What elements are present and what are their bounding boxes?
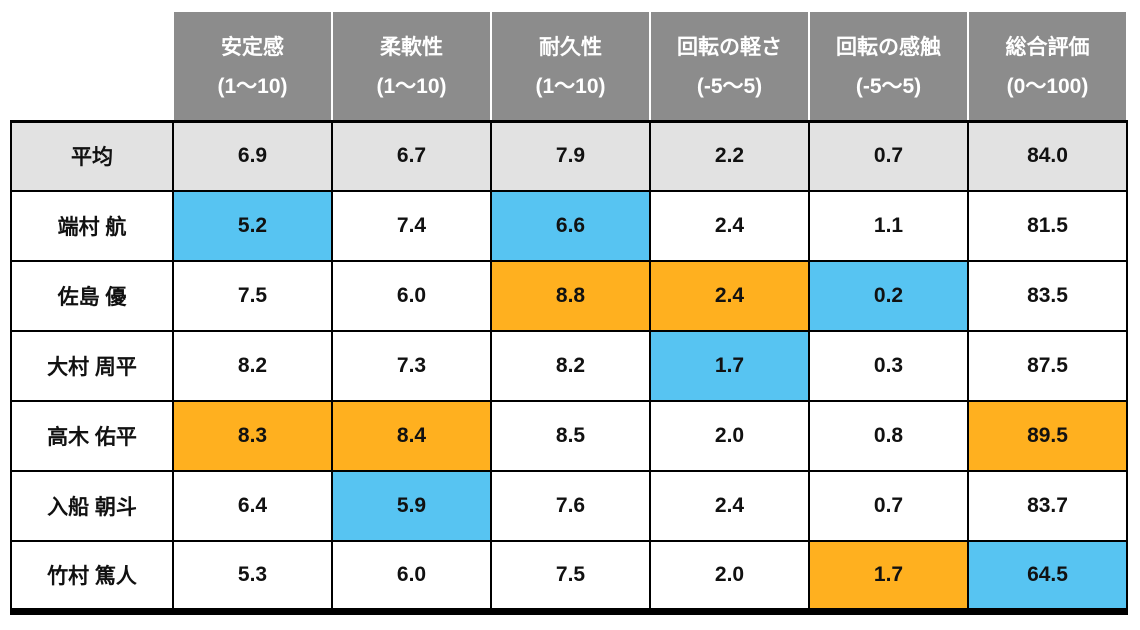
value-cell: 2.2 [649, 119, 810, 192]
value-cell: 2.4 [649, 260, 810, 332]
column-range: (1〜10) [535, 75, 606, 99]
value-cell: 81.5 [967, 190, 1128, 262]
value-cell: 2.4 [649, 190, 810, 262]
column-header-5: 総合評価 (0〜100) [967, 10, 1128, 121]
average-row: 平均 6.9 6.7 7.9 2.2 0.7 84.0 [10, 119, 1128, 192]
player-row-4: 高木 佑平 8.3 8.4 8.5 2.0 0.8 89.5 [10, 400, 1128, 472]
player-row-6: 竹村 篤人 5.3 6.0 7.5 2.0 1.7 64.5 [10, 540, 1128, 615]
table-body: 平均 6.9 6.7 7.9 2.2 0.7 84.0 端村 航 5.2 7.4 6.6 2.4 1.1… [10, 119, 1128, 615]
value-cell: 6.6 [490, 190, 651, 262]
column-range: (1〜10) [376, 75, 447, 99]
value-cell: 2.0 [649, 400, 810, 472]
value-cell: 83.5 [967, 260, 1128, 332]
value-cell: 6.4 [172, 470, 333, 542]
value-cell: 1.7 [649, 330, 810, 402]
row-label: 入船 朝斗 [10, 470, 174, 542]
value-cell: 1.7 [808, 540, 969, 615]
column-range: (-5〜5) [855, 75, 922, 99]
value-cell: 7.5 [490, 540, 651, 615]
value-cell: 0.3 [808, 330, 969, 402]
value-cell: 5.2 [172, 190, 333, 262]
value-cell: 89.5 [967, 400, 1128, 472]
column-range: (0〜100) [1006, 75, 1089, 99]
row-label: 佐島 優 [10, 260, 174, 332]
value-cell: 8.3 [172, 400, 333, 472]
column-title: 安定感 [221, 36, 284, 60]
value-cell: 0.2 [808, 260, 969, 332]
value-cell: 6.9 [172, 119, 333, 192]
column-title: 耐久性 [539, 36, 602, 60]
value-cell: 5.3 [172, 540, 333, 615]
column-title: 柔軟性 [380, 36, 443, 60]
value-cell: 7.5 [172, 260, 333, 332]
column-header-4: 回転の感触 (-5〜5) [808, 10, 969, 121]
row-label: 端村 航 [10, 190, 174, 262]
column-header-2: 耐久性 (1〜10) [490, 10, 651, 121]
row-label: 高木 佑平 [10, 400, 174, 472]
player-row-1: 端村 航 5.2 7.4 6.6 2.4 1.1 81.5 [10, 190, 1128, 262]
value-cell: 6.0 [331, 540, 492, 615]
column-title: 回転の軽さ [677, 36, 782, 60]
player-row-3: 大村 周平 8.2 7.3 8.2 1.7 0.3 87.5 [10, 330, 1128, 402]
column-title: 回転の感触 [836, 36, 941, 60]
value-cell: 2.4 [649, 470, 810, 542]
evaluation-table: 安定感 (1〜10) 柔軟性 (1〜10) 耐久性 (1〜10) 回転の軽さ (-5〜5) 回転… [10, 10, 1128, 615]
value-cell: 64.5 [967, 540, 1128, 615]
corner-cell [11, 11, 173, 121]
value-cell: 0.8 [808, 400, 969, 472]
row-label: 竹村 篤人 [10, 540, 174, 615]
column-header-1: 柔軟性 (1〜10) [331, 10, 492, 121]
value-cell: 0.7 [808, 470, 969, 542]
value-cell: 7.6 [490, 470, 651, 542]
value-cell: 1.1 [808, 190, 969, 262]
value-cell: 7.3 [331, 330, 492, 402]
player-row-2: 佐島 優 7.5 6.0 8.8 2.4 0.2 83.5 [10, 260, 1128, 332]
column-header-0: 安定感 (1〜10) [172, 10, 333, 121]
value-cell: 0.7 [808, 119, 969, 192]
value-cell: 87.5 [967, 330, 1128, 402]
value-cell: 8.2 [172, 330, 333, 402]
value-cell: 5.9 [331, 470, 492, 542]
value-cell: 7.4 [331, 190, 492, 262]
value-cell: 8.4 [331, 400, 492, 472]
value-cell: 84.0 [967, 119, 1128, 192]
row-label: 大村 周平 [10, 330, 174, 402]
table-head: 安定感 (1〜10) 柔軟性 (1〜10) 耐久性 (1〜10) 回転の軽さ (-5〜5) 回転… [11, 10, 1128, 121]
row-label: 平均 [10, 119, 174, 192]
column-header-3: 回転の軽さ (-5〜5) [649, 10, 810, 121]
value-cell: 2.0 [649, 540, 810, 615]
value-cell: 8.8 [490, 260, 651, 332]
value-cell: 8.5 [490, 400, 651, 472]
value-cell: 7.9 [490, 119, 651, 192]
column-range: (-5〜5) [696, 75, 763, 99]
value-cell: 6.0 [331, 260, 492, 332]
column-range: (1〜10) [217, 75, 288, 99]
header-row: 安定感 (1〜10) 柔軟性 (1〜10) 耐久性 (1〜10) 回転の軽さ (-5〜5) 回転… [11, 10, 1128, 121]
value-cell: 8.2 [490, 330, 651, 402]
value-cell: 83.7 [967, 470, 1128, 542]
column-title: 総合評価 [1005, 36, 1090, 60]
player-row-5: 入船 朝斗 6.4 5.9 7.6 2.4 0.7 83.7 [10, 470, 1128, 542]
value-cell: 6.7 [331, 119, 492, 192]
